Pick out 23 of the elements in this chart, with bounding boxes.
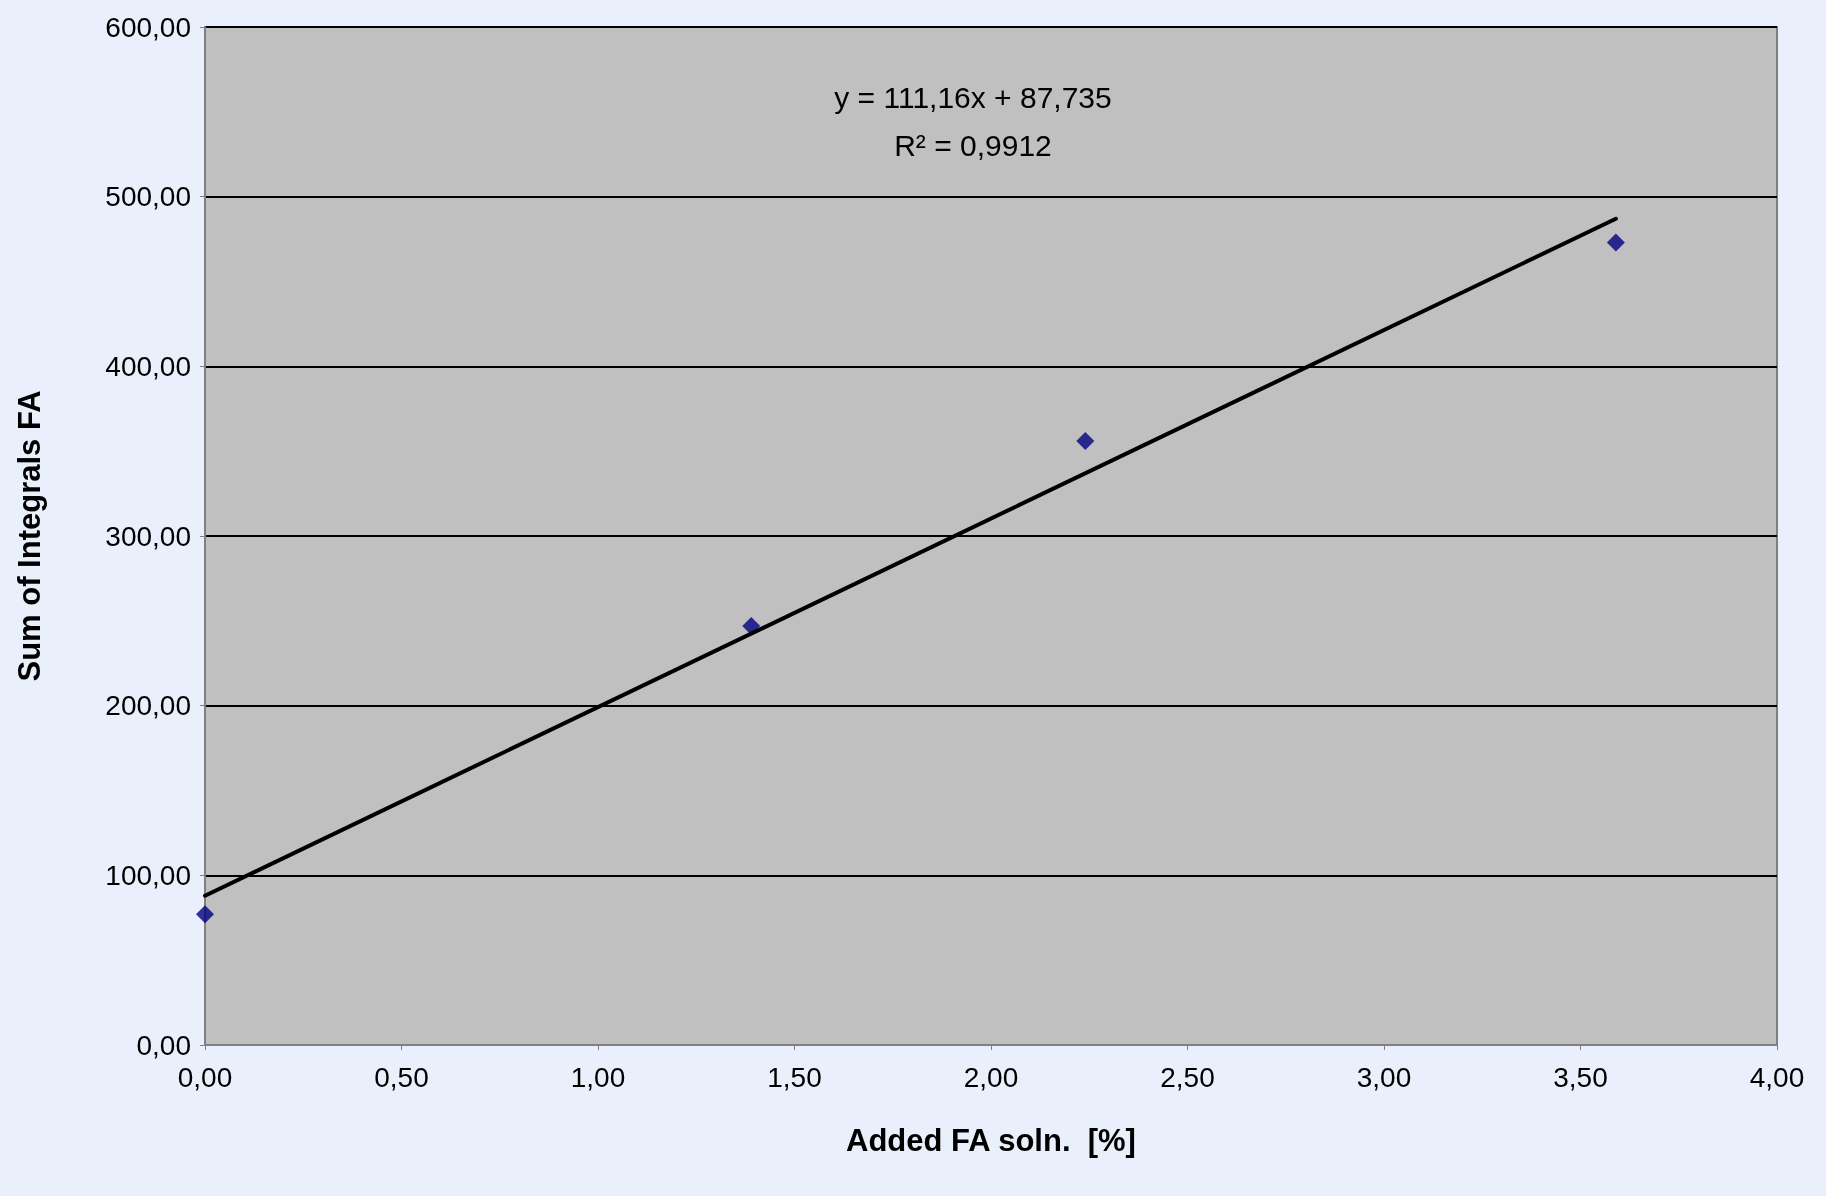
y-tick-label: 400,00 bbox=[105, 350, 191, 382]
y-tick-label: 300,00 bbox=[105, 520, 191, 552]
x-tick-label: 2,00 bbox=[963, 1061, 1019, 1093]
x-tick-label: 1,50 bbox=[767, 1061, 822, 1093]
x-tick-label: 3,50 bbox=[1553, 1061, 1608, 1093]
x-tick-label: 3,00 bbox=[1356, 1061, 1412, 1093]
x-tick-label: 2,50 bbox=[1160, 1061, 1215, 1093]
x-tick-label: 0,50 bbox=[374, 1061, 429, 1093]
point bbox=[1076, 431, 1095, 450]
y-tick-label: 600,00 bbox=[105, 11, 191, 43]
x-tick-label: 1,00 bbox=[570, 1061, 626, 1093]
annotation: R² = 0,9912 bbox=[894, 128, 1052, 162]
y-axis-title: Sum of Integrals FA bbox=[12, 390, 47, 682]
y-tick-label: 0,00 bbox=[136, 1029, 191, 1061]
annotation: y = 111,16x + 87,735 bbox=[834, 80, 1112, 114]
x-tick-label: 0,00 bbox=[177, 1061, 233, 1093]
y-tick-label: 500,00 bbox=[105, 181, 191, 213]
y-tick-label: 200,00 bbox=[105, 690, 191, 722]
point bbox=[196, 905, 214, 924]
y-tick-label: 100,00 bbox=[105, 859, 191, 891]
x-axis-title: Added FA soln. [%] bbox=[846, 1123, 1136, 1158]
x-tick-label: 4,00 bbox=[1749, 1061, 1805, 1093]
point bbox=[1606, 233, 1625, 252]
